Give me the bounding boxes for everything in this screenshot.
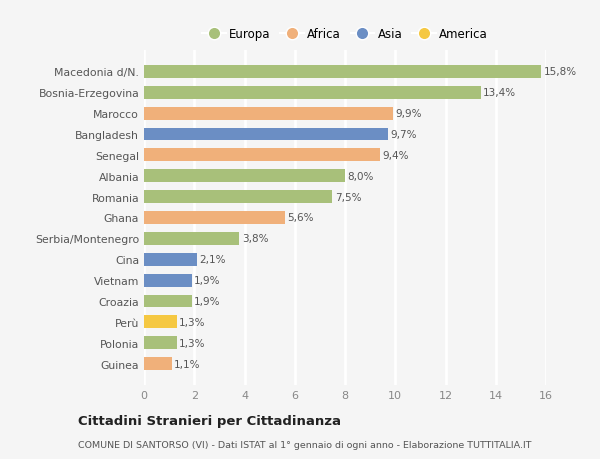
Text: 7,5%: 7,5% bbox=[335, 192, 361, 202]
Text: 5,6%: 5,6% bbox=[287, 213, 314, 223]
Bar bbox=[144, 253, 197, 266]
Text: 9,7%: 9,7% bbox=[390, 130, 417, 140]
Bar bbox=[144, 316, 176, 329]
Text: 15,8%: 15,8% bbox=[544, 67, 577, 77]
Bar bbox=[144, 191, 332, 204]
Text: 8,0%: 8,0% bbox=[347, 171, 374, 181]
Bar bbox=[144, 212, 285, 224]
Bar bbox=[144, 66, 541, 78]
Bar bbox=[144, 107, 393, 120]
Text: 1,9%: 1,9% bbox=[194, 297, 221, 306]
Text: 1,9%: 1,9% bbox=[194, 275, 221, 285]
Text: 9,9%: 9,9% bbox=[395, 109, 422, 119]
Bar bbox=[144, 232, 239, 245]
Bar bbox=[144, 336, 176, 349]
Text: 1,3%: 1,3% bbox=[179, 317, 206, 327]
Text: COMUNE DI SANTORSO (VI) - Dati ISTAT al 1° gennaio di ogni anno - Elaborazione T: COMUNE DI SANTORSO (VI) - Dati ISTAT al … bbox=[78, 441, 532, 449]
Text: 9,4%: 9,4% bbox=[383, 151, 409, 161]
Text: 1,1%: 1,1% bbox=[174, 359, 200, 369]
Text: 2,1%: 2,1% bbox=[199, 255, 226, 265]
Text: 1,3%: 1,3% bbox=[179, 338, 206, 348]
Bar bbox=[144, 149, 380, 162]
Bar bbox=[144, 87, 481, 100]
Text: Cittadini Stranieri per Cittadinanza: Cittadini Stranieri per Cittadinanza bbox=[78, 414, 341, 428]
Text: 3,8%: 3,8% bbox=[242, 234, 268, 244]
Bar bbox=[144, 358, 172, 370]
Text: 13,4%: 13,4% bbox=[483, 88, 517, 98]
Bar bbox=[144, 128, 388, 141]
Bar bbox=[144, 295, 192, 308]
Bar bbox=[144, 274, 192, 287]
Legend: Europa, Africa, Asia, America: Europa, Africa, Asia, America bbox=[197, 23, 493, 45]
Bar bbox=[144, 170, 345, 183]
